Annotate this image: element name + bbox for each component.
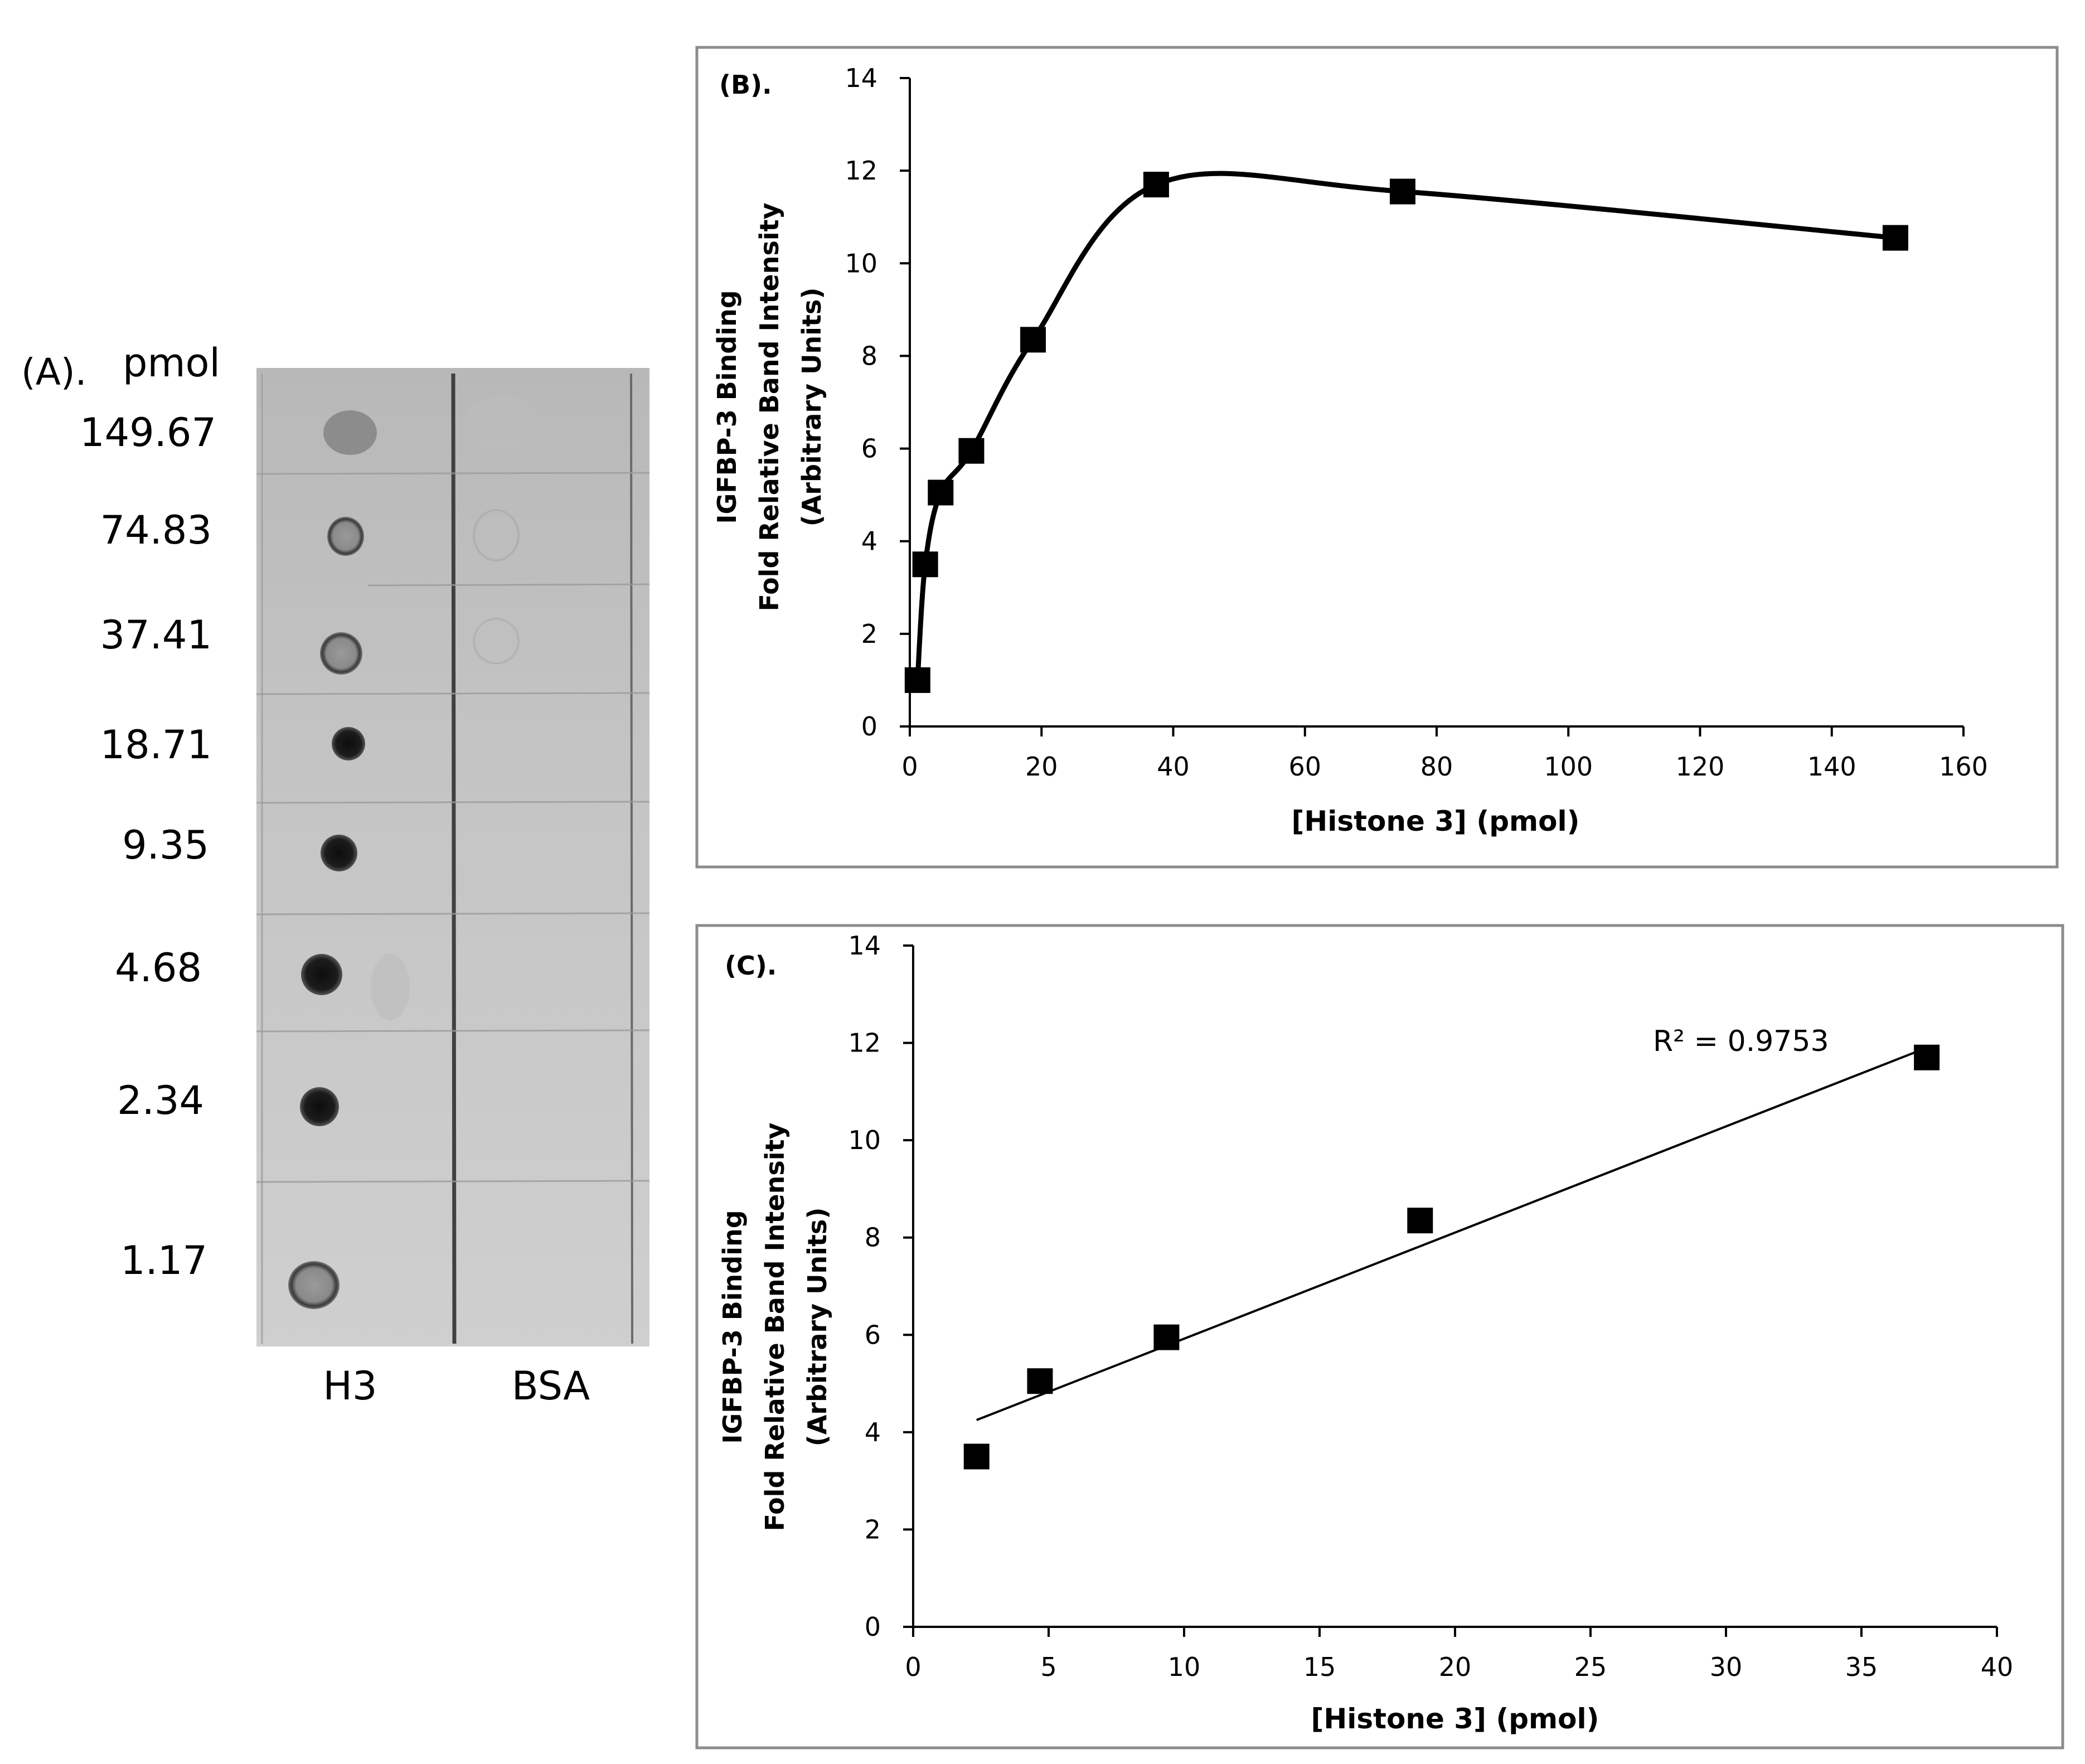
panel-c-x-tick-label: 10 xyxy=(1168,1652,1201,1682)
lane-label-bsa: BSA xyxy=(512,1363,590,1409)
panel-b-x-tick-label: 20 xyxy=(1025,752,1058,782)
panel-b-axes: 0 20 40 60 80 100 120 140 160 0 2 4 6 8 10 12 14 xyxy=(845,63,1987,782)
panel-c-data-point xyxy=(1027,1368,1053,1394)
panel-b-data-point xyxy=(958,438,985,464)
blot-dot xyxy=(300,1087,339,1126)
panel-c-frame xyxy=(695,924,2064,1750)
panel-c-trendline xyxy=(976,1046,1927,1421)
panel-b-data-point xyxy=(1882,225,1908,251)
blot-dot xyxy=(321,835,357,871)
panel-b-x-tick-label: 0 xyxy=(901,752,918,782)
panel-c-x-tick-label: 0 xyxy=(905,1652,921,1682)
panel-c-xlabel: [Histone 3] (pmol) xyxy=(1311,1703,1599,1735)
panel-c-x-tick-label: 5 xyxy=(1040,1652,1056,1682)
panel-b-xlabel: [Histone 3] (pmol) xyxy=(1292,805,1580,837)
panel-c-y-tick-label: 14 xyxy=(848,931,881,961)
panel-c-y-tick-label: 2 xyxy=(865,1514,881,1544)
lane-label-h3: H3 xyxy=(323,1363,377,1409)
panel-c-markers xyxy=(963,1044,1940,1470)
panel-b-x-tick-label: 140 xyxy=(1807,752,1856,782)
row-label: 74.83 xyxy=(100,507,212,553)
panel-b-data-point xyxy=(904,667,930,693)
blot-dot xyxy=(323,410,377,455)
panel-c-chart: (C). 0 5 10 15 20 25 30 35 40 0 2 4 6 8 10 12 14 IGFBP-3… xyxy=(695,924,2064,1750)
panel-c-y-tick-label: 4 xyxy=(865,1417,881,1447)
row-label: 1.17 xyxy=(120,1238,207,1283)
panel-b-data-point xyxy=(1020,327,1046,353)
panel-c-x-tick-label: 40 xyxy=(1981,1652,2014,1682)
panel-c-y-tick-label: 10 xyxy=(848,1125,881,1155)
panel-b-data-point xyxy=(1389,178,1415,205)
panel-b-data-point xyxy=(1143,172,1169,198)
panel-c-y-tick-label: 0 xyxy=(865,1612,881,1642)
panel-b-y-tick-label: 4 xyxy=(861,526,877,556)
panel-c-axes: 0 5 10 15 20 25 30 35 40 0 2 4 6 8 10 12 14 xyxy=(848,931,2013,1682)
row-label: 4.68 xyxy=(115,945,202,991)
panel-b-ylabel-line-3: (Arbitrary Units) xyxy=(797,288,827,527)
panel-b-y-tick-label: 6 xyxy=(861,434,877,464)
row-label: 37.41 xyxy=(100,612,212,658)
panel-b-x-tick-label: 80 xyxy=(1420,752,1453,782)
row-label: 18.71 xyxy=(100,722,212,768)
panel-c-data-point xyxy=(1914,1044,1940,1070)
panel-c-x-tick-label: 15 xyxy=(1303,1652,1336,1682)
panel-a: (A). pmol 149.67 74.83 37.41 18.71 9.35 … xyxy=(21,340,650,1409)
panel-c-r-squared: R² = 0.9753 xyxy=(1653,1025,1829,1058)
blot-dot xyxy=(332,727,365,760)
panel-b-y-tick-label: 2 xyxy=(861,619,877,649)
blot-dot xyxy=(320,632,362,675)
panel-c-x-tick-label: 25 xyxy=(1574,1652,1607,1682)
h3-dots xyxy=(288,410,377,1309)
panel-b-x-tick-label: 40 xyxy=(1157,752,1190,782)
panel-b-markers xyxy=(904,172,1908,693)
blot-membrane xyxy=(256,368,650,1346)
panel-c-x-tick-label: 35 xyxy=(1845,1652,1878,1682)
panel-b-series-line xyxy=(915,171,1896,681)
pmol-unit-label: pmol xyxy=(123,340,220,386)
row-label: 149.67 xyxy=(80,410,216,455)
panel-c-x-tick-label: 20 xyxy=(1439,1652,1472,1682)
panel-b-data-point xyxy=(912,551,938,578)
panel-c-data-point xyxy=(963,1443,990,1470)
panel-b-y-tick-label: 8 xyxy=(861,341,877,371)
panel-c-ylabel-line-2: Fold Relative Band Intensity xyxy=(760,1123,790,1532)
panel-a-label: (A). xyxy=(21,351,87,394)
panel-b-y-tick-label: 10 xyxy=(845,248,877,278)
panel-b-x-tick-label: 100 xyxy=(1544,752,1593,782)
row-label: 9.35 xyxy=(122,822,209,868)
panel-b-data-point xyxy=(928,479,954,506)
panel-b-y-tick-label: 0 xyxy=(861,711,877,742)
panel-c-ylabel-line-3: (Arbitrary Units) xyxy=(802,1208,832,1447)
panel-c-label: (C). xyxy=(725,951,777,981)
panel-c-data-point xyxy=(1407,1208,1433,1234)
blot-dot xyxy=(327,517,364,556)
panel-b-frame xyxy=(695,46,2059,869)
panel-c-data-point xyxy=(1153,1324,1180,1350)
panel-b-y-tick-label: 14 xyxy=(845,63,877,93)
panel-b-label: (B). xyxy=(719,70,772,100)
panel-c-x-tick-label: 30 xyxy=(1710,1652,1743,1682)
panel-b-ylabel-line-1: IGFBP-3 Binding xyxy=(712,290,742,524)
panel-b-x-tick-label: 60 xyxy=(1288,752,1321,782)
panel-b-x-tick-label: 160 xyxy=(1939,752,1988,782)
panel-c-y-tick-label: 8 xyxy=(865,1223,881,1253)
panel-b-x-tick-label: 120 xyxy=(1676,752,1725,782)
panel-b-ylabel-line-2: Fold Relative Band Intensity xyxy=(754,203,784,612)
panel-c-ylabel-line-1: IGFBP-3 Binding xyxy=(717,1210,748,1443)
panel-c-y-tick-label: 6 xyxy=(865,1320,881,1350)
panel-b-chart: (B). 0 20 40 60 80 100 120 140 160 0 2 4 6 8 10 12 14 IG… xyxy=(695,46,2059,869)
panel-c-y-tick-label: 12 xyxy=(848,1028,881,1058)
blot-dot xyxy=(301,954,342,995)
blot-dot xyxy=(288,1261,340,1309)
panel-b-y-tick-label: 12 xyxy=(845,156,877,186)
row-labels: 149.67 74.83 37.41 18.71 9.35 4.68 2.34 … xyxy=(80,410,216,1283)
row-label: 2.34 xyxy=(117,1078,204,1123)
